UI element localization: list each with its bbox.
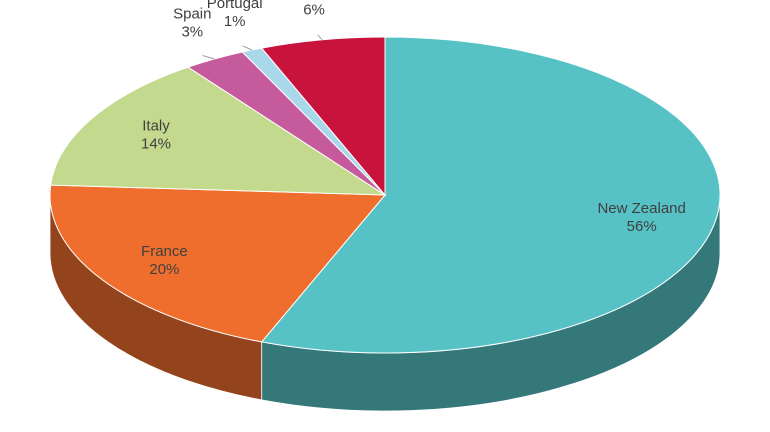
slice [260,36,386,197]
slice-label: Portugal [207,0,263,12]
slice [260,36,721,354]
slice-value-label: 1% [224,13,246,30]
slice [50,66,387,196]
slice-label: France [141,243,188,260]
slice [49,184,387,343]
slice-label: Italy [142,118,170,135]
slice-value-label: 20% [149,261,179,278]
slice-value-label: 14% [141,136,171,153]
slice-label: Other [295,0,333,1]
leader-line [202,55,215,60]
slice-value-label: 56% [627,218,657,235]
slice-label: Spain [173,5,211,22]
slice-value-label: 6% [303,2,325,19]
slice-value-label: 3% [181,23,203,40]
slice-label: New Zealand [597,200,685,217]
leader-line [317,34,323,41]
leader-line [242,45,253,51]
